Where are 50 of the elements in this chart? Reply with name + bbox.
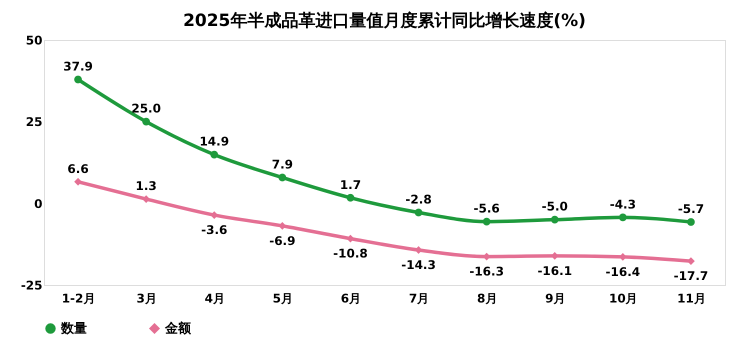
- x-tick-label: 5月: [272, 292, 294, 306]
- data-label: 37.9: [63, 60, 93, 74]
- data-label: -3.6: [201, 223, 228, 238]
- point: [550, 216, 559, 224]
- chart-title: 2025年半成品革进口量值月度累计同比增长速度(%): [183, 11, 586, 31]
- x-tick-label: 4月: [204, 292, 225, 306]
- point: [687, 218, 695, 226]
- data-label: -17.7: [674, 269, 708, 284]
- legend-label: 数量: [60, 322, 87, 337]
- x-tick-label: 9月: [545, 292, 566, 306]
- data-label: 6.6: [67, 162, 89, 176]
- data-label: -10.8: [333, 246, 368, 261]
- data-label: -14.3: [401, 258, 436, 272]
- x-tick-label: 10月: [609, 292, 638, 306]
- x-tick-label: 8月: [476, 292, 498, 306]
- y-tick-label: 0: [34, 196, 42, 211]
- data-label: 14.9: [199, 134, 230, 149]
- data-label: -6.9: [269, 234, 296, 248]
- point: [278, 174, 286, 182]
- data-label: 7.9: [272, 158, 293, 172]
- y-tick-label: -25: [20, 278, 42, 292]
- data-label: -16.3: [469, 264, 504, 279]
- legend-label: 金额: [164, 320, 192, 337]
- data-label: -5.7: [678, 202, 704, 216]
- data-label: 1.7: [340, 178, 362, 192]
- x-tick-label: 7月: [408, 292, 430, 306]
- data-label: -16.4: [606, 264, 640, 279]
- point: [346, 194, 354, 202]
- data-label: -16.1: [537, 264, 572, 278]
- data-label: 1.3: [136, 179, 157, 194]
- data-label: -5.0: [542, 200, 568, 214]
- point: [618, 214, 627, 222]
- data-label: -5.6: [474, 202, 500, 216]
- x-tick-label: 11月: [677, 292, 706, 306]
- point: [74, 178, 82, 186]
- point: [74, 76, 82, 84]
- point: [142, 195, 150, 203]
- y-tick-label: 50: [26, 34, 42, 48]
- data-label: -4.3: [610, 197, 636, 212]
- data-label: 25.0: [131, 102, 161, 116]
- x-tick-label: 6月: [340, 292, 362, 306]
- x-tick-label: 3月: [136, 292, 157, 306]
- y-tick-label: 25: [26, 115, 42, 130]
- point: [346, 234, 354, 242]
- point: [414, 208, 422, 216]
- point: [142, 118, 150, 126]
- data-label: -2.8: [405, 192, 432, 206]
- point: [210, 150, 218, 159]
- point: [482, 218, 491, 226]
- x-tick-label: 1-2月: [62, 292, 96, 306]
